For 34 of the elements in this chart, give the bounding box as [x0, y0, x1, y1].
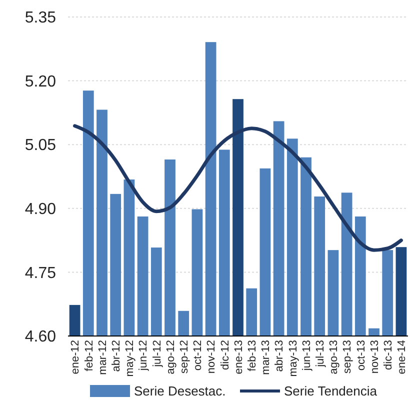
- y-tick-label: 4.60: [24, 328, 56, 346]
- x-tick-label: oct-12: [192, 340, 204, 371]
- x-tick-label: abr-13: [274, 340, 286, 372]
- line-series: [73, 124, 403, 252]
- x-tick-label: nov-13: [368, 340, 381, 374]
- y-tick-label: 5.20: [24, 73, 56, 90]
- x-tick-label: may-13: [287, 340, 300, 377]
- x-tick-label: abr-12: [110, 340, 122, 372]
- x-tick-label: dic-13: [382, 340, 394, 370]
- x-tick-label: ago-13: [328, 340, 340, 374]
- x-tick-label: ene-12: [70, 340, 82, 374]
- x-tick-label: oct-13: [355, 340, 368, 371]
- x-tick-label: dic-12: [219, 340, 232, 370]
- y-tick-label: 4.75: [24, 264, 56, 282]
- legend-label: Serie Desestac.: [134, 384, 226, 399]
- x-tick-label: jun-12: [138, 340, 150, 372]
- x-tick-label: jul-12: [151, 340, 164, 368]
- x-tick-label: may-12: [124, 340, 136, 377]
- x-tick-label: ago-12: [164, 340, 177, 374]
- x-tick-label: ene-14: [396, 340, 408, 374]
- y-tick-label: 5.35: [24, 10, 56, 27]
- x-tick-label: sep-13: [342, 340, 354, 374]
- x-tick-label: jul-13: [314, 340, 326, 368]
- x-tick-label: jun-13: [300, 340, 313, 372]
- x-tick-label: mar-12: [96, 340, 109, 375]
- x-tick-label: nov-12: [206, 340, 218, 374]
- x-tick-label: mar-13: [260, 340, 272, 375]
- x-tick-label: sep-12: [178, 340, 190, 374]
- y-tick-label: 4.90: [24, 201, 56, 218]
- y-tick-label: 5.05: [24, 137, 56, 154]
- x-tick-label: feb-12: [83, 340, 96, 372]
- legend-label: Serie Tendencia: [284, 384, 378, 399]
- x-tick-label: feb-13: [246, 340, 258, 372]
- x-tick-label: ene-13: [232, 340, 245, 374]
